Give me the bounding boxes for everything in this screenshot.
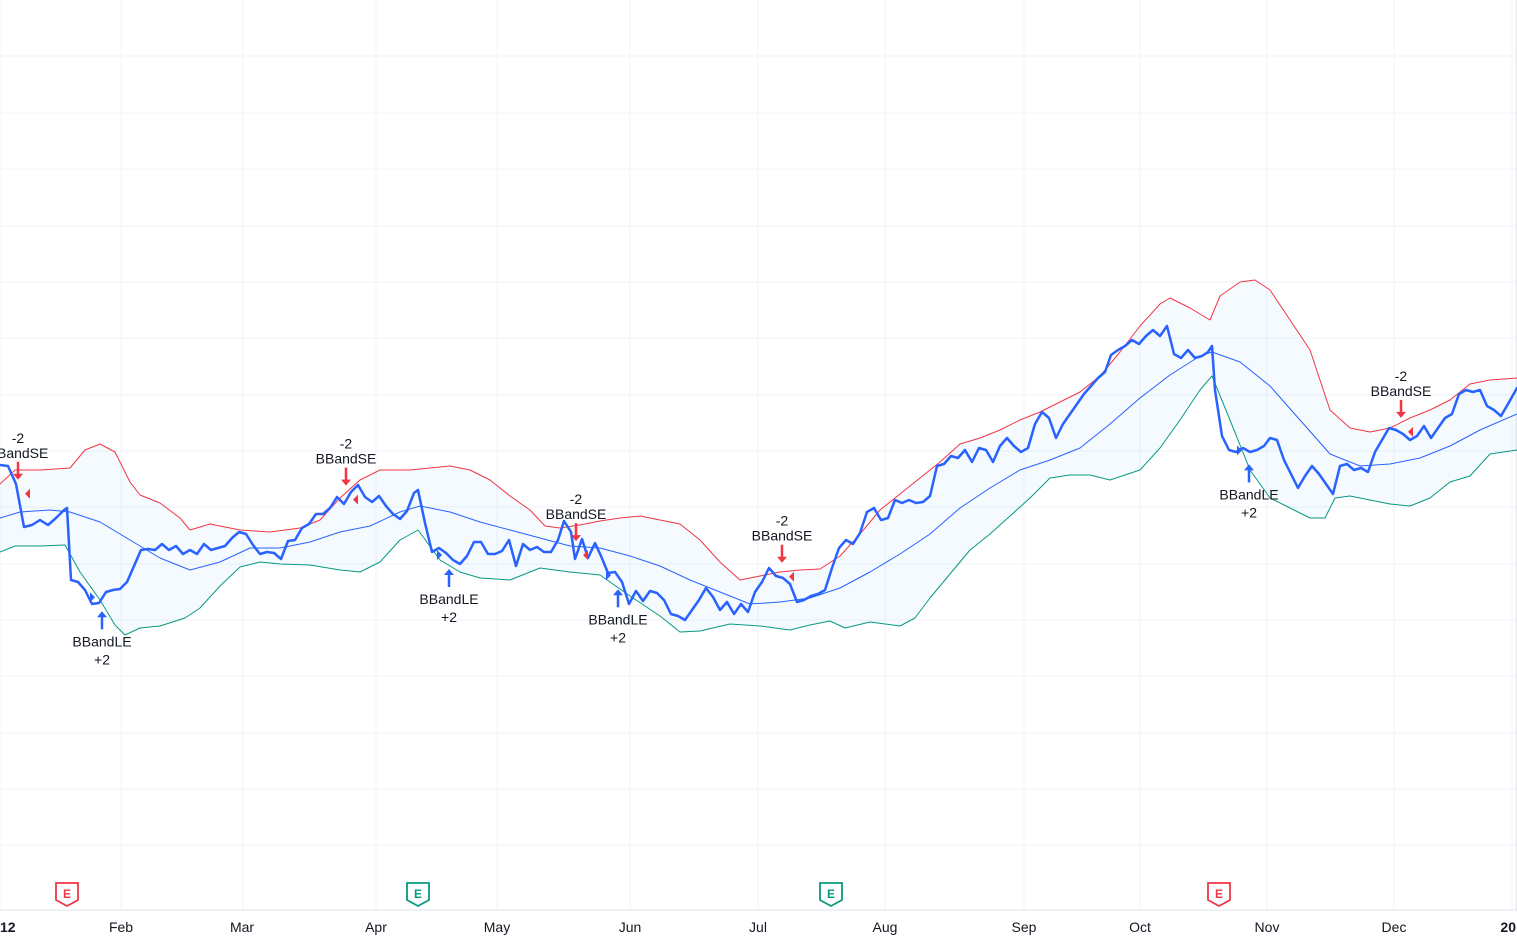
long-entry-marker-icon (90, 592, 95, 603)
short-arrow-head-icon (1396, 411, 1406, 418)
long-entry-marker-icon (437, 550, 442, 560)
long-arrow-head-icon (444, 569, 454, 575)
long-arrow-head-icon (97, 611, 107, 618)
bollinger-band-fill (0, 280, 1517, 635)
x-axis-tick-label: Mar (230, 919, 254, 935)
signal-label: BBandLE (588, 611, 647, 627)
signal-qty: -2 (570, 491, 583, 507)
short-entry-marker-icon (789, 571, 794, 582)
price-line[interactable] (0, 324, 1517, 622)
signal-label: BBandSE (316, 451, 377, 467)
long-signal-7: BBandLE +2 (1219, 445, 1279, 520)
signal-qty: +2 (94, 651, 110, 667)
x-axis-tick-label: Jun (619, 919, 642, 935)
x-axis-tick-label: Nov (1255, 919, 1280, 935)
x-axis-tick-label: Jul (749, 919, 767, 935)
short-arrow-head-icon (341, 479, 351, 486)
long-arrow-head-icon (1244, 464, 1254, 471)
lower-band-line (0, 375, 1517, 636)
long-arrow-head-icon (613, 589, 623, 596)
short-arrow-head-icon (777, 556, 787, 563)
signal-qty: +2 (441, 609, 457, 625)
earnings-badge-miss[interactable]: E (1207, 882, 1231, 908)
signal-qty: -2 (12, 430, 25, 446)
x-axis-tick-label: May (484, 919, 510, 935)
short-entry-marker-icon (583, 550, 588, 561)
earnings-icon (55, 882, 79, 908)
x-axis-tick-label: 12 (0, 919, 16, 935)
signal-label: BBandSE (546, 506, 607, 522)
earnings-badge-miss[interactable]: E (55, 882, 79, 908)
short-arrow-head-icon (13, 473, 23, 480)
strategy-signals: -2BBandSEBBandLE+2-2BBandSEBBandLE+2-2BB… (0, 368, 1431, 667)
x-axis-tick-label: Sep (1012, 919, 1037, 935)
upper-band-line (0, 279, 1517, 581)
long-entry-marker-icon (606, 570, 611, 581)
earnings-letter: E (1215, 887, 1223, 901)
earnings-badge-beat[interactable]: E (819, 882, 843, 908)
short-arrow-head-icon (571, 535, 581, 542)
signal-label: BBandLE (72, 633, 131, 649)
earnings-letter: E (63, 887, 71, 901)
signal-qty: +2 (1241, 504, 1257, 520)
earnings-icon (1207, 882, 1231, 908)
signal-label: BBandLE (419, 591, 478, 607)
earnings-letter: E (414, 887, 422, 901)
signal-qty: -2 (776, 513, 789, 529)
time-axis: 12 Feb Mar Apr May Jun Jul Aug Sep Oct Nov Dec 20 (0, 919, 1516, 935)
earnings-icon (819, 882, 843, 908)
signal-qty: +2 (610, 629, 626, 645)
earnings-letter: E (827, 887, 835, 901)
earnings-icon (406, 882, 430, 908)
long-entry-marker-icon (1237, 445, 1242, 456)
x-axis-tick-label: 20 (1500, 919, 1516, 935)
grid (0, 0, 1517, 911)
earnings-badge-beat[interactable]: E (406, 882, 430, 908)
x-axis-tick-label: Apr (365, 919, 387, 935)
signal-label: BBandSE (752, 528, 813, 544)
short-entry-marker-icon (1408, 426, 1413, 437)
signal-qty: -2 (1395, 368, 1408, 384)
x-axis-tick-label: Aug (873, 919, 898, 935)
x-axis-tick-label: Feb (109, 919, 133, 935)
long-signal-3: BBandLE +2 (419, 550, 479, 625)
signal-label: BBandSE (0, 445, 48, 461)
long-signal-1: BBandLE +2 (72, 592, 132, 667)
x-axis-tick-label: Oct (1129, 919, 1151, 935)
signal-label: BBandSE (1371, 383, 1432, 399)
short-entry-marker-icon (25, 488, 30, 499)
short-entry-marker-icon (353, 494, 358, 505)
signal-qty: -2 (340, 436, 353, 452)
long-signal-5: BBandLE +2 (588, 570, 648, 645)
x-axis-tick-label: Dec (1382, 919, 1407, 935)
signal-label: BBandLE (1219, 486, 1278, 502)
